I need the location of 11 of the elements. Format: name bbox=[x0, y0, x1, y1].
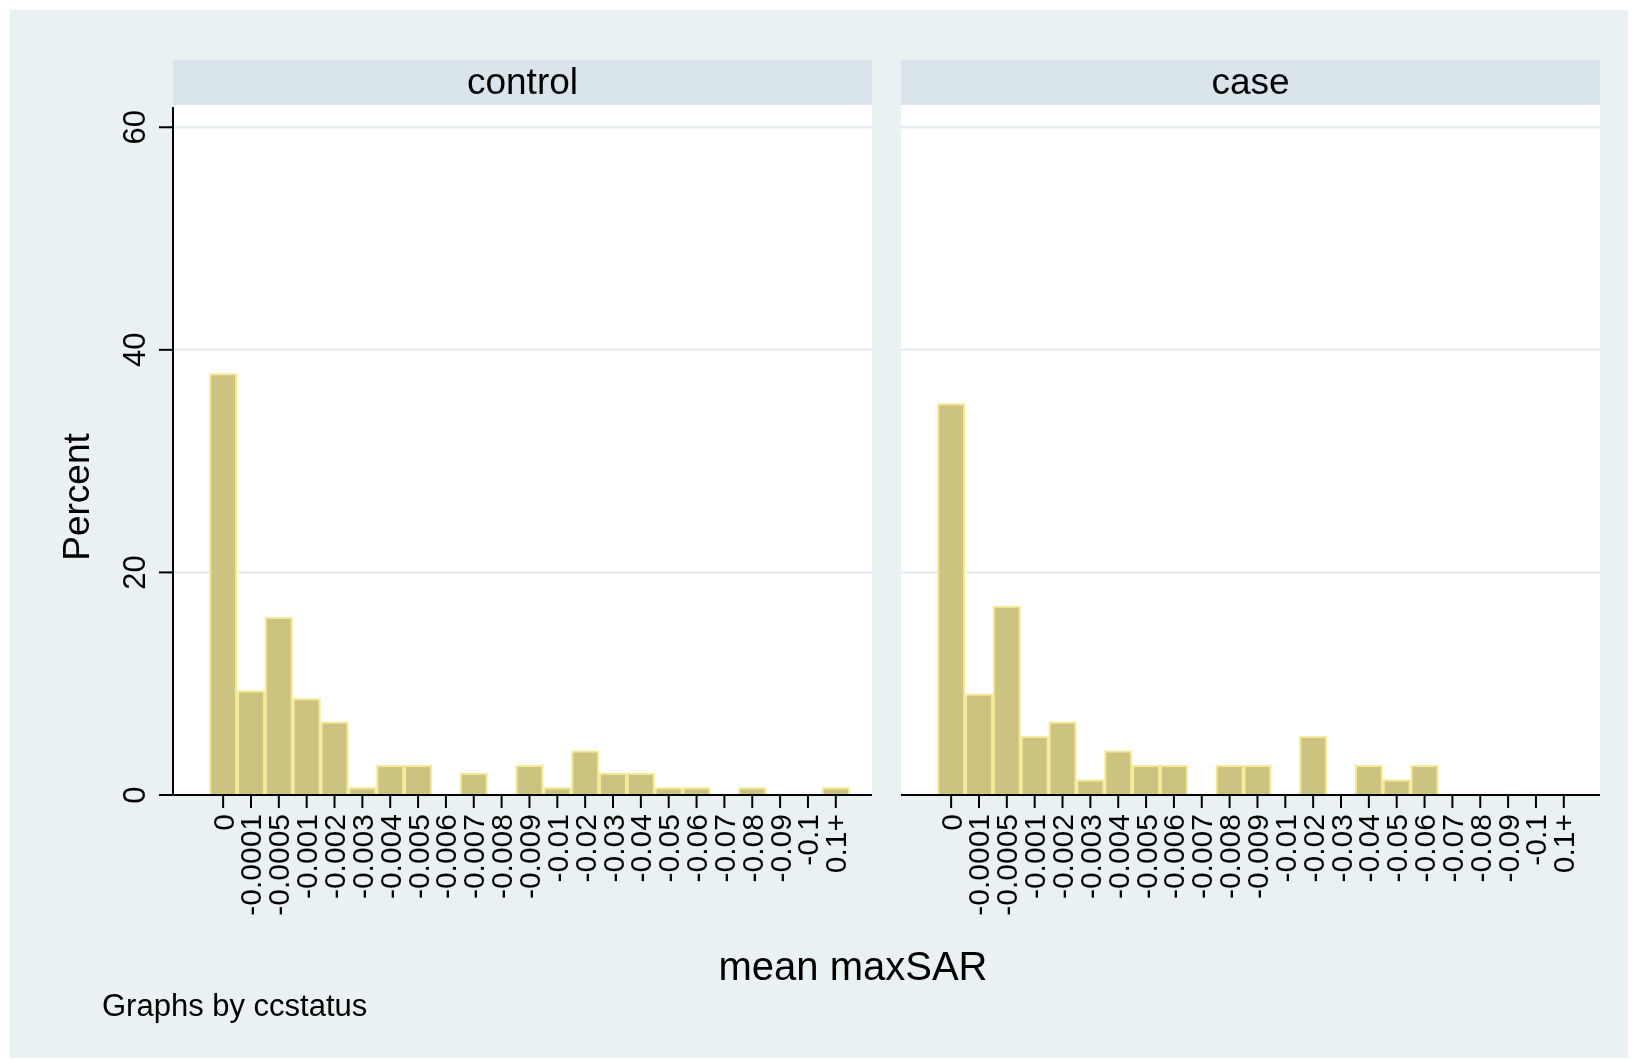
y-tick-label: 0 bbox=[117, 786, 152, 804]
bar bbox=[1299, 736, 1328, 796]
y-tick-label: 40 bbox=[117, 332, 152, 368]
x-axis-title: mean maxSAR bbox=[718, 944, 988, 988]
bar bbox=[459, 772, 488, 796]
text: Graphs by ccstatus bbox=[102, 988, 368, 1023]
chart-title: control bbox=[466, 61, 579, 102]
y-tick-label: 20 bbox=[117, 555, 152, 590]
y-tick-label: 60 bbox=[117, 110, 152, 145]
y-axis-title: Percent bbox=[56, 432, 97, 561]
chart-title: case bbox=[1211, 61, 1290, 102]
